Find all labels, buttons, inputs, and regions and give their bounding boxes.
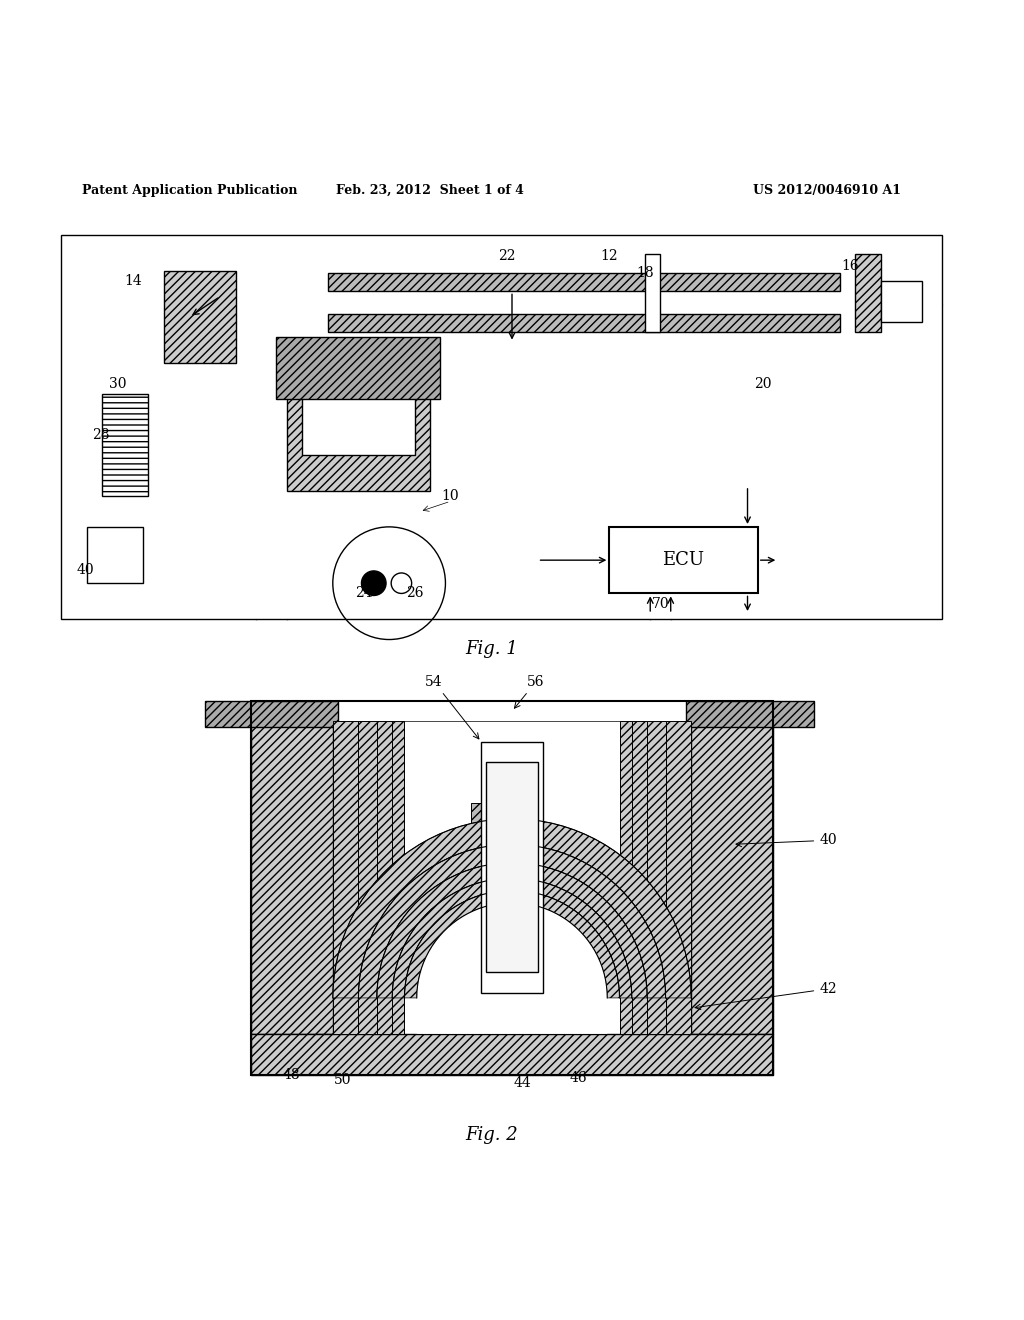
Bar (486, 763, 538, 973)
Text: 40: 40 (736, 833, 837, 847)
Bar (205, 701, 338, 726)
Bar (276, 338, 440, 399)
Bar (666, 722, 691, 1034)
Bar (609, 527, 758, 594)
Bar (481, 742, 543, 993)
Bar (471, 804, 486, 973)
Text: ECU: ECU (663, 552, 705, 569)
Bar (686, 701, 814, 726)
Bar (61, 235, 942, 619)
Text: 42: 42 (695, 982, 837, 1010)
Text: 40: 40 (76, 562, 94, 577)
Text: 46: 46 (569, 1071, 588, 1085)
Bar (333, 722, 358, 1034)
Bar (620, 722, 632, 1034)
Text: 20: 20 (754, 376, 772, 391)
Bar (881, 281, 922, 322)
Bar (328, 273, 840, 292)
Text: 18: 18 (636, 265, 654, 280)
Text: 44: 44 (513, 1076, 531, 1090)
Bar (287, 358, 430, 491)
Text: 22: 22 (498, 248, 516, 263)
Bar (251, 701, 333, 1034)
Text: Fig. 2: Fig. 2 (465, 1126, 518, 1144)
Text: 26: 26 (406, 586, 424, 601)
Polygon shape (333, 818, 691, 998)
Polygon shape (392, 878, 632, 998)
Bar (251, 1034, 773, 1074)
Text: 16: 16 (841, 259, 859, 273)
Text: 56: 56 (514, 675, 545, 709)
Bar (647, 722, 666, 1034)
Bar (102, 393, 148, 496)
Text: 50: 50 (334, 1073, 352, 1086)
Bar (87, 527, 143, 583)
Polygon shape (417, 903, 607, 1034)
Text: 12: 12 (600, 248, 618, 263)
Polygon shape (358, 845, 666, 998)
Polygon shape (404, 891, 620, 998)
Bar (377, 722, 392, 1034)
Bar (328, 314, 840, 333)
Bar (691, 701, 773, 1034)
Text: 48: 48 (283, 1068, 301, 1082)
Text: 30: 30 (109, 376, 127, 391)
Text: 14: 14 (124, 275, 142, 288)
Bar (251, 701, 773, 1074)
Text: US 2012/0046910 A1: US 2012/0046910 A1 (753, 183, 901, 197)
Bar (302, 393, 415, 455)
Bar (164, 271, 236, 363)
Bar (645, 255, 660, 333)
Polygon shape (377, 863, 647, 998)
Bar (855, 255, 881, 333)
Bar (404, 722, 620, 1034)
Text: 10: 10 (441, 490, 460, 503)
Text: 28: 28 (92, 428, 110, 442)
Bar (392, 722, 404, 1034)
Circle shape (361, 572, 386, 595)
Text: 24: 24 (354, 586, 373, 601)
Text: Feb. 23, 2012  Sheet 1 of 4: Feb. 23, 2012 Sheet 1 of 4 (336, 183, 524, 197)
Bar (358, 722, 377, 1034)
Text: 52: 52 (502, 936, 519, 964)
Text: 54: 54 (425, 675, 479, 739)
Text: Fig. 1: Fig. 1 (465, 639, 518, 657)
Text: 70: 70 (651, 597, 670, 611)
Bar (632, 722, 647, 1034)
Text: Patent Application Publication: Patent Application Publication (82, 183, 297, 197)
